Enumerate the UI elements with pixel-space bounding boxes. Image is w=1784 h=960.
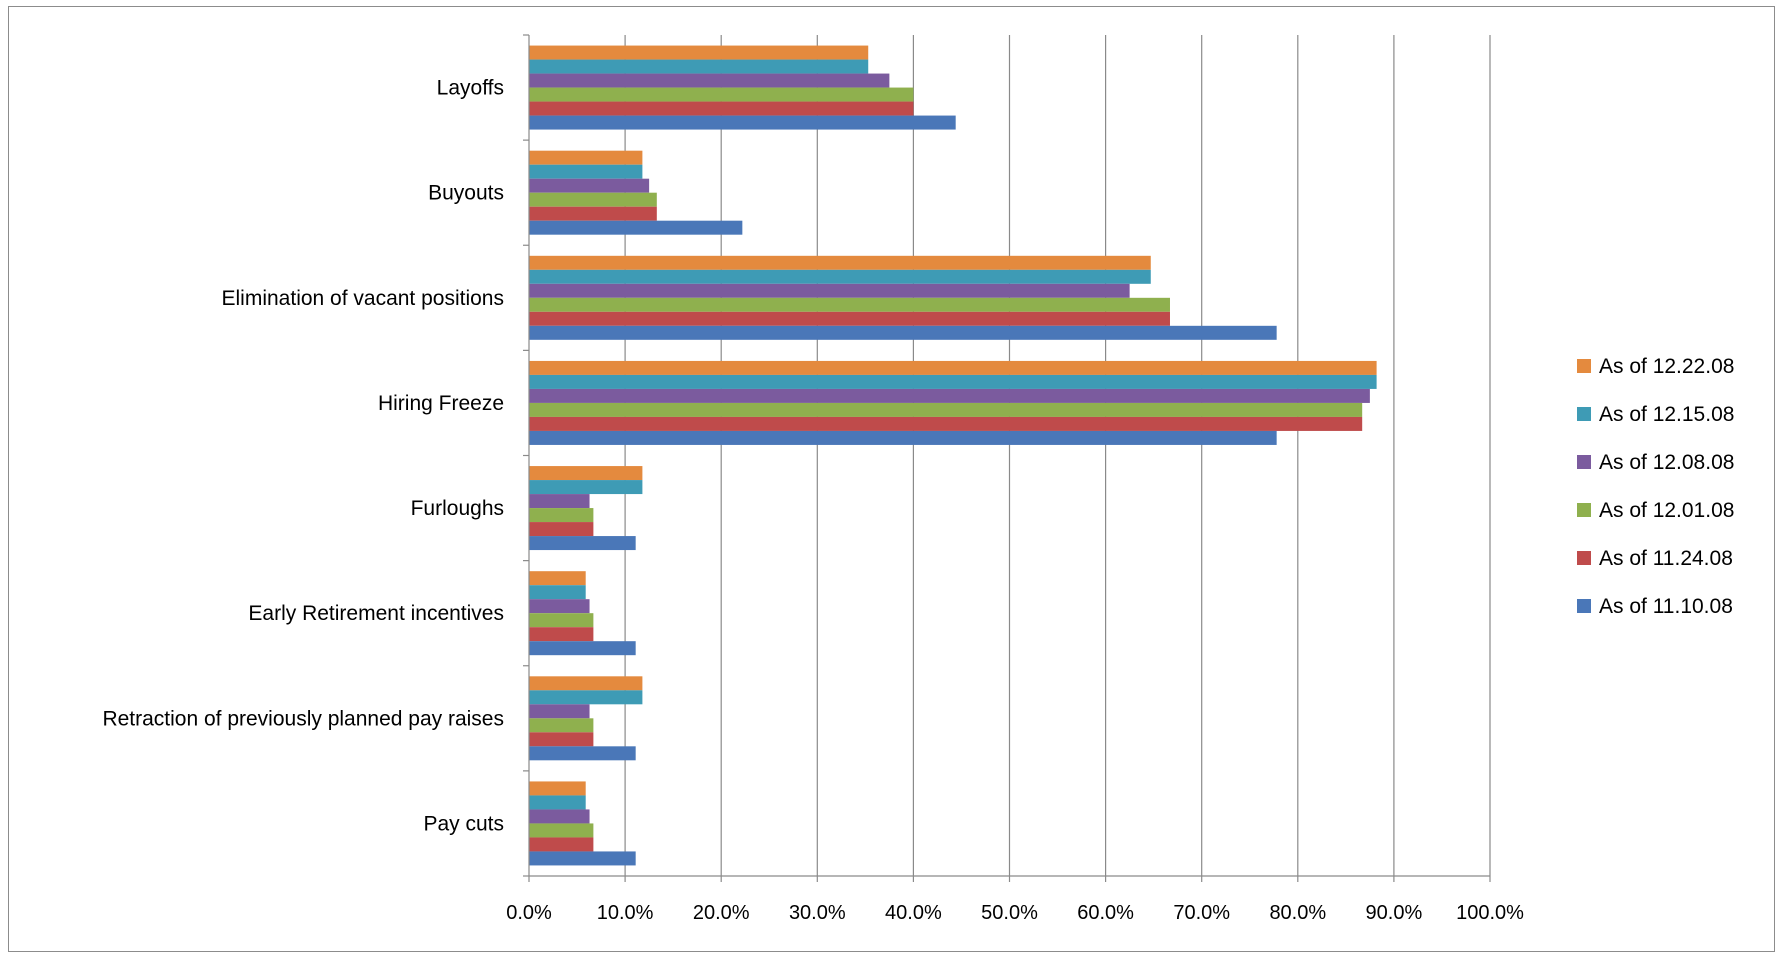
legend-swatch: [1577, 407, 1591, 421]
bar-2-1: [529, 269, 1151, 284]
bar-4-3: [529, 508, 594, 523]
bar-0-3: [529, 87, 914, 102]
x-tick-label: 90.0%: [1366, 902, 1423, 924]
x-tick-label: 10.0%: [597, 902, 654, 924]
legend-label: As of 12.08.08: [1599, 451, 1734, 474]
legend: As of 12.22.08 As of 12.15.08 As of 12.08.…: [1577, 355, 1734, 618]
bar-1-0: [529, 150, 643, 165]
gridlines: [624, 35, 1491, 876]
bar-1-1: [529, 164, 643, 179]
category-label: Hiring Freeze: [378, 392, 504, 415]
labels: 0.0% 10.0% 20.0% 30.0% 40.0% 50.0% 60.0% 70.0% 8…: [102, 77, 1524, 924]
legend-swatch: [1577, 551, 1591, 565]
legend-label: As of 11.24.08: [1599, 547, 1733, 570]
bar-5-2: [529, 599, 590, 614]
bar-7-3: [529, 823, 594, 838]
x-tick-label: 50.0%: [981, 902, 1038, 924]
x-tick-label: 100.0%: [1456, 902, 1524, 924]
bar-2-3: [529, 297, 1170, 312]
bar-6-4: [529, 732, 594, 747]
legend-swatch: [1577, 503, 1591, 517]
category-label: Pay cuts: [423, 812, 504, 835]
category-label: Furloughs: [411, 497, 504, 520]
legend-label: As of 12.22.08: [1599, 355, 1734, 378]
bar-7-0: [529, 781, 586, 796]
bar-3-3: [529, 402, 1363, 417]
bar-5-3: [529, 613, 594, 628]
bar-3-1: [529, 374, 1377, 389]
bar-1-4: [529, 206, 657, 221]
bar-7-2: [529, 809, 590, 824]
category-label: Buyouts: [428, 182, 504, 205]
category-label: Early Retirement incentives: [248, 602, 504, 625]
bar-0-5: [529, 115, 956, 130]
bar-0-1: [529, 59, 869, 74]
axes: [523, 34, 1491, 882]
bar-6-0: [529, 676, 643, 691]
legend-label: As of 12.01.08: [1599, 499, 1734, 522]
x-tick-label: 20.0%: [693, 902, 750, 924]
x-tick-label: 70.0%: [1173, 902, 1230, 924]
bar-5-4: [529, 627, 594, 642]
bar-1-5: [529, 220, 743, 235]
bar-1-3: [529, 192, 657, 207]
bar-6-3: [529, 718, 594, 733]
bar-7-4: [529, 837, 594, 852]
bar-3-5: [529, 430, 1277, 445]
bar-7-5: [529, 851, 636, 866]
bar-5-1: [529, 585, 586, 600]
category-label: Layoffs: [437, 77, 504, 100]
chart-frame: [8, 6, 1775, 952]
bar-3-2: [529, 388, 1370, 403]
bar-4-0: [529, 466, 643, 481]
bar-6-1: [529, 690, 643, 705]
bar-4-1: [529, 480, 643, 495]
legend-swatch: [1577, 455, 1591, 469]
bar-5-0: [529, 571, 586, 586]
x-tick-label: 80.0%: [1269, 902, 1326, 924]
x-tick-label: 60.0%: [1077, 902, 1134, 924]
bars: [529, 45, 1377, 866]
bar-1-2: [529, 178, 650, 193]
legend-swatch: [1577, 599, 1591, 613]
bar-4-2: [529, 494, 590, 509]
bar-3-0: [529, 360, 1377, 375]
legend-swatch: [1577, 359, 1591, 373]
bar-5-5: [529, 641, 636, 656]
category-label: Retraction of previously planned pay rai…: [102, 707, 504, 730]
bar-0-4: [529, 101, 914, 116]
bar-6-2: [529, 704, 590, 719]
bar-0-2: [529, 73, 890, 88]
x-tick-label: 30.0%: [789, 902, 846, 924]
legend-label: As of 11.10.08: [1599, 595, 1733, 618]
bar-2-0: [529, 255, 1151, 270]
x-tick-label: 40.0%: [885, 902, 942, 924]
bar-3-4: [529, 416, 1363, 431]
bar-0-0: [529, 45, 869, 60]
bar-4-5: [529, 536, 636, 551]
legend-label: As of 12.15.08: [1599, 403, 1734, 426]
bar-7-1: [529, 795, 586, 810]
bar-6-5: [529, 746, 636, 761]
bar-2-4: [529, 311, 1170, 326]
bar-2-2: [529, 283, 1130, 298]
bar-4-4: [529, 522, 594, 537]
category-label: Elimination of vacant positions: [222, 287, 505, 310]
x-tick-label: 0.0%: [506, 902, 552, 924]
bar-2-5: [529, 325, 1277, 340]
